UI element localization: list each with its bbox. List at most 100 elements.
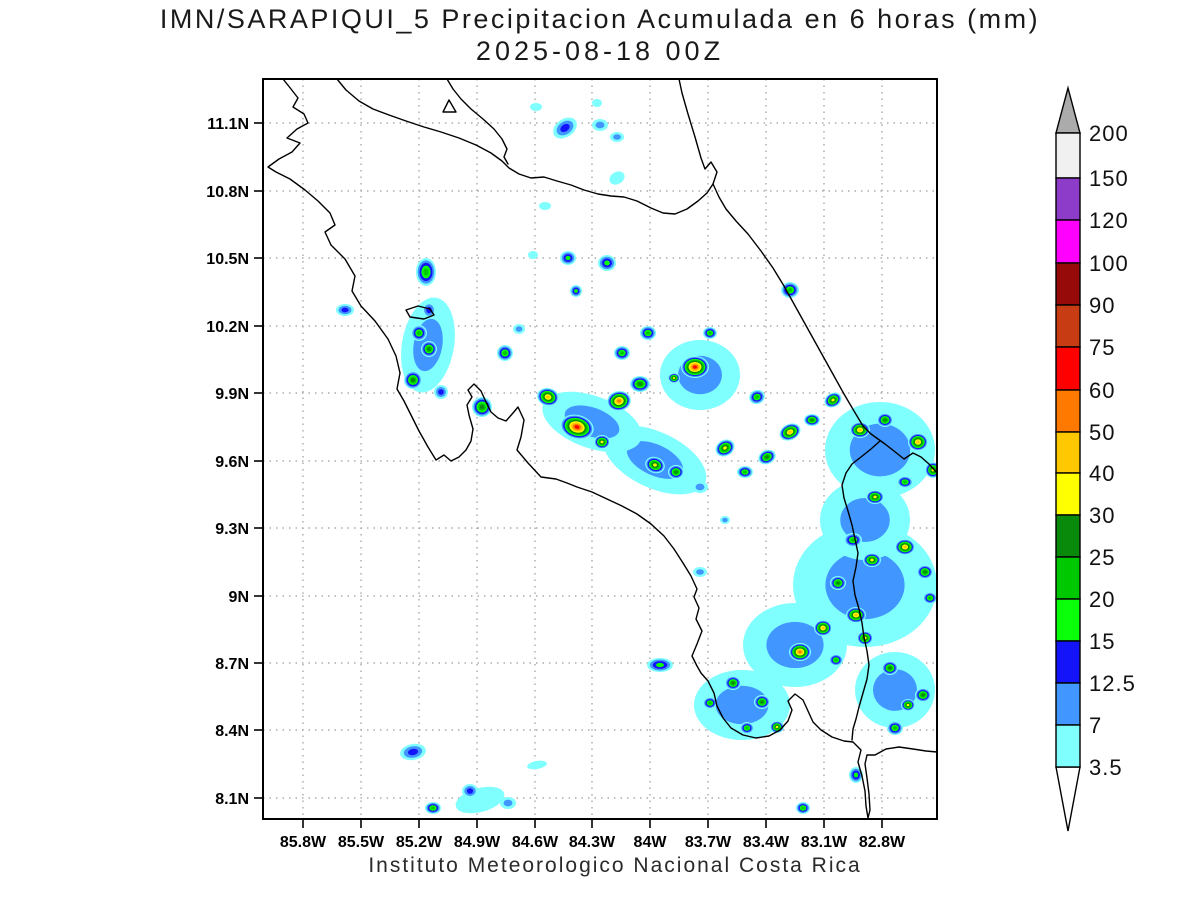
lon-tick-label: 83.4W	[743, 834, 790, 851]
coastline	[712, 183, 937, 474]
footer-attribution: Instituto Meteorologico Nacional Costa R…	[368, 854, 862, 877]
colorbar-swatch	[1055, 389, 1081, 433]
colorbar-swatch	[1055, 219, 1081, 264]
precip-cell-ring	[515, 326, 523, 332]
precip-cell-ring	[836, 581, 840, 585]
precip-cell-ring	[892, 726, 898, 730]
coastline	[841, 440, 881, 741]
precip-cell-ring	[787, 287, 793, 293]
lon-tick-label: 84W	[634, 834, 668, 851]
precip-cell-ring	[574, 425, 580, 429]
precip-cell-ring	[810, 418, 814, 422]
colorbar-swatch	[1055, 514, 1081, 558]
precip-cell-ring	[850, 538, 856, 542]
colorbar-tick-label: 12.5	[1089, 671, 1136, 696]
lat-tick-label: 8.1N	[215, 791, 249, 808]
precip-cell-ring	[722, 517, 728, 523]
colorbar-tick-label: 150	[1089, 166, 1129, 191]
colorbar-tick-label: 15	[1089, 629, 1115, 654]
colorbar-swatch	[1055, 598, 1081, 642]
precip-cell-ring	[873, 495, 877, 499]
colorbar-swatch	[1055, 262, 1081, 306]
colorbar-swatch	[1055, 304, 1081, 348]
lat-tick-label: 8.4N	[215, 723, 249, 740]
precip-cell-ring	[883, 418, 887, 422]
lon-tick-label: 84.9W	[454, 834, 501, 851]
precip-cell-ring	[645, 331, 651, 335]
precip-cell-ring	[888, 666, 892, 670]
precip-cell-ring	[853, 772, 859, 778]
colorbar-swatch	[1055, 556, 1081, 600]
precip-cell-ring	[609, 171, 625, 185]
precip-cell-ring	[595, 121, 605, 129]
precip-cell-ring	[600, 440, 604, 444]
colorbar-swatch	[1055, 177, 1081, 221]
colorbar-tick-label: 50	[1089, 420, 1115, 445]
precip-cell-ring	[723, 446, 727, 450]
precip-cell-ring	[928, 596, 932, 600]
colorbar-swatch	[1055, 472, 1081, 516]
precip-cell-ring	[775, 725, 779, 729]
precip-cell-ring	[923, 570, 927, 574]
axes: 11.1N 10.8N 10.5N 10.2N 9.9N 9.6N 9.3N 9N 8.7N 8.…	[206, 116, 906, 851]
precip-cell-ring	[903, 545, 907, 549]
map-frame	[262, 78, 938, 820]
colorbar-tick-label: 20	[1089, 587, 1115, 612]
island-outline	[442, 99, 457, 113]
precip-cell-ring	[592, 99, 602, 107]
coastline-layer	[267, 79, 937, 819]
precip-cell-ring	[834, 658, 838, 662]
precip-cell-ring	[742, 470, 748, 474]
precip-cell-ring	[854, 613, 858, 617]
colorbar-swatch	[1055, 724, 1081, 768]
precip-cell-ring	[672, 377, 676, 379]
precip-cell-ring	[754, 395, 760, 399]
precip-cell-ring	[560, 123, 570, 133]
colorbar-swatch	[1055, 132, 1081, 179]
colorbar-tick-label: 90	[1089, 293, 1115, 318]
colorbar-tick-label: 200	[1089, 121, 1129, 146]
lat-tick-label: 9.9N	[215, 386, 249, 403]
chart-title: IMN/SARAPIQUI_5 Precipitacion Acumulada …	[159, 4, 1041, 34]
colorbar-under-arrow	[1055, 766, 1081, 832]
precip-cell-ring	[411, 378, 415, 382]
lon-tick-label: 85.2W	[396, 834, 443, 851]
precip-cell-ring	[655, 662, 665, 668]
lat-tick-label: 9.3N	[215, 521, 249, 538]
precip-cell-ring	[617, 399, 621, 403]
colorbar-over-arrow	[1055, 85, 1081, 134]
precip-cell-ring	[574, 289, 578, 293]
lat-tick-label: 9N	[229, 589, 249, 606]
precip-cell-ring	[341, 307, 349, 313]
lon-tick-label: 84.6W	[512, 834, 559, 851]
colorbar-tick-label: 7	[1089, 713, 1102, 738]
lat-tick-label: 10.5N	[206, 251, 249, 268]
colorbar-tick-label: 25	[1089, 545, 1115, 570]
precip-cell-ring	[565, 255, 571, 261]
precip-cell-ring	[466, 788, 474, 794]
precip-cell-ring	[546, 395, 550, 399]
precip-cell-ring	[858, 428, 862, 432]
precip-cell-ring	[870, 558, 874, 562]
coastline	[267, 79, 937, 819]
colorbar-tick-label: 60	[1089, 378, 1115, 403]
precip-cell-ring	[407, 748, 419, 756]
precip-cell-ring	[619, 351, 625, 355]
precip-cell-ring	[674, 470, 678, 474]
precip-cell-ring	[503, 799, 513, 807]
precip-cell-ring	[906, 703, 910, 707]
colorbar: 200 150 120 100 90 75 60 50 40 30 25 20 15 12.5 7 3.5	[1055, 85, 1136, 832]
colorbar-tick-label: 40	[1089, 461, 1115, 486]
colorbar-tick-label: 75	[1089, 335, 1115, 360]
lon-tick-label: 83.1W	[801, 834, 848, 851]
precip-cell-ring	[502, 350, 508, 356]
lon-tick-label: 83.7W	[685, 834, 732, 851]
precip-cell-ring	[430, 806, 436, 810]
precipitation-field	[336, 99, 937, 814]
precip-cell-ring	[530, 103, 542, 111]
precip-cell-ring	[821, 626, 825, 630]
precip-cell-ring	[745, 726, 749, 730]
chart-subtitle-datetime: 2025-08-18 00Z	[475, 36, 725, 66]
lon-tick-label: 84.3W	[569, 834, 616, 851]
precip-cell-ring	[801, 806, 805, 810]
